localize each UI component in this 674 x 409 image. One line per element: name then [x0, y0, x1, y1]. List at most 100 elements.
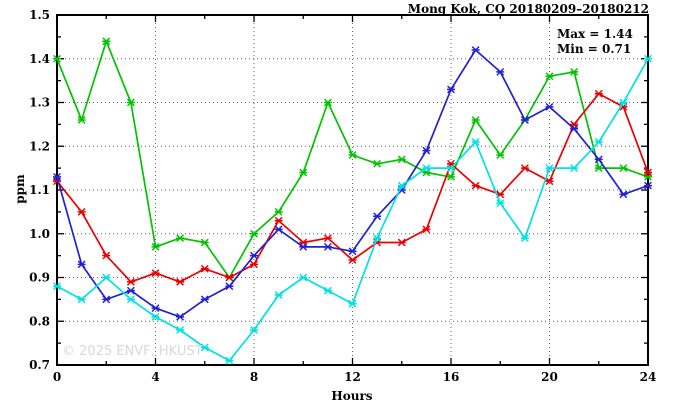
series-green-point-5 [176, 234, 185, 243]
x-tick-label-0: 0 [53, 370, 61, 384]
series-cyan-markers [53, 54, 652, 365]
series-blue-point-5 [176, 312, 185, 321]
series-blue-point-1 [77, 260, 86, 269]
series-green-point-3 [126, 98, 135, 107]
series-red-point-7 [225, 273, 234, 282]
series-blue-point-12 [348, 247, 357, 256]
series-green-point-9 [274, 207, 283, 216]
series-cyan-point-16 [447, 164, 455, 173]
series-green-point-2 [102, 37, 111, 46]
series-red-point-3 [126, 277, 135, 286]
series-blue-point-7 [225, 282, 234, 291]
series-green-point-20 [545, 72, 554, 81]
max-annotation: Max = 1.44 [557, 27, 633, 41]
series-blue-point-6 [200, 295, 209, 304]
series-green-point-4 [151, 242, 160, 251]
x-axis-label: Hours [331, 389, 373, 403]
x-tick-label-24: 24 [640, 370, 657, 384]
series-red-point-11 [323, 234, 332, 243]
series-blue-point-20 [545, 102, 554, 111]
y-tick-label-1.1: 1.1 [29, 183, 50, 197]
series-cyan-point-1 [77, 295, 86, 304]
chart-title: Mong Kok, CO 20180209–20180212 [407, 2, 649, 16]
series-green-point-1 [77, 116, 86, 124]
series-cyan-point-14 [397, 181, 406, 190]
series-blue-point-2 [102, 295, 111, 304]
series-blue-point-13 [373, 212, 382, 221]
series-cyan-point-6 [200, 343, 209, 352]
series-green-point-6 [200, 238, 209, 247]
series-blue-point-4 [151, 304, 160, 313]
series-blue-point-18 [496, 67, 505, 76]
series-green-point-17 [471, 116, 480, 124]
series-green-point-18 [496, 151, 505, 159]
series-red-point-4 [151, 269, 160, 278]
y-tick-label-1.2: 1.2 [29, 139, 50, 153]
y-tick-label-1.3: 1.3 [29, 96, 50, 110]
series-red-point-8 [250, 260, 258, 269]
watermark: © 2025 ENVF, HKUST [62, 344, 203, 359]
series-green-point-8 [250, 229, 258, 238]
series-cyan-point-17 [471, 137, 480, 146]
series-cyan-point-0 [53, 282, 61, 291]
series-cyan-point-18 [496, 199, 505, 208]
y-tick-label-0.9: 0.9 [29, 271, 50, 285]
series-cyan-point-11 [323, 286, 332, 295]
x-tick-label-8: 8 [250, 370, 258, 384]
series-cyan-point-24 [644, 54, 652, 63]
series-blue-point-22 [594, 155, 603, 164]
series-cyan-point-5 [176, 326, 185, 334]
series-green-point-12 [348, 151, 357, 159]
series-red-point-14 [397, 238, 406, 247]
series-blue-point-9 [274, 225, 283, 234]
series-green-point-16 [447, 172, 455, 181]
series-cyan-point-9 [274, 291, 283, 299]
series-red-point-6 [200, 264, 209, 273]
series-cyan-point-23 [619, 98, 628, 107]
series-blue-point-15 [422, 146, 431, 155]
x-tick-label-20: 20 [541, 370, 558, 384]
series-blue-point-16 [447, 85, 455, 94]
series-cyan-point-13 [373, 234, 382, 243]
series-blue-point-17 [471, 46, 480, 54]
series-cyan-point-3 [126, 295, 135, 304]
series-cyan-point-7 [225, 356, 234, 365]
x-tick-label-4: 4 [151, 370, 159, 384]
series-cyan-point-10 [299, 273, 308, 282]
series-blue-point-23 [619, 190, 628, 199]
series-green-point-21 [570, 67, 579, 76]
series-red-point-2 [102, 251, 111, 260]
x-tick-label-12: 12 [344, 370, 361, 384]
series-blue-point-3 [126, 286, 135, 295]
min-annotation: Min = 0.71 [557, 42, 632, 56]
series-blue-point-0 [53, 172, 61, 181]
series-blue-point-11 [323, 242, 332, 251]
series-red-point-15 [422, 225, 431, 234]
series-cyan-point-15 [422, 164, 431, 173]
y-tick-label-0.7: 0.7 [29, 358, 50, 372]
series-green-point-14 [397, 155, 406, 164]
series-cyan-point-22 [594, 137, 603, 146]
y-tick-label-0.8: 0.8 [29, 314, 50, 328]
series-red-markers [53, 89, 652, 286]
series-green-markers [53, 37, 652, 282]
series-cyan-point-19 [520, 234, 529, 243]
series-red-point-17 [471, 181, 480, 190]
series-green-point-10 [299, 168, 308, 177]
y-tick-label-1.4: 1.4 [29, 52, 50, 66]
series-blue-markers [53, 46, 652, 321]
series-green-point-13 [373, 159, 382, 168]
series-red-point-22 [594, 89, 603, 98]
series-red-point-24 [644, 168, 652, 177]
series-red-point-20 [545, 177, 554, 186]
series-red-point-19 [520, 164, 529, 173]
series-blue-point-19 [520, 116, 529, 124]
series-cyan-point-2 [102, 273, 111, 282]
series-cyan-point-21 [570, 164, 579, 173]
series-red-point-9 [274, 216, 283, 225]
series-green-point-11 [323, 98, 332, 107]
series-blue-point-8 [250, 251, 258, 260]
series-red-point-12 [348, 256, 357, 264]
